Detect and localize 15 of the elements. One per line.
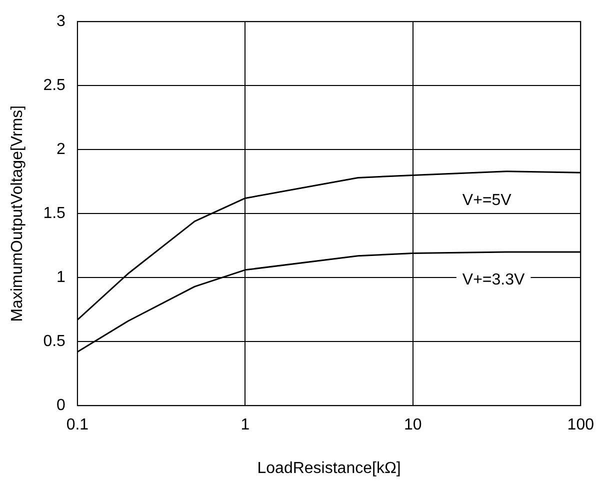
y-tick-label: 0.5: [43, 333, 66, 350]
y-tick-label: 2.5: [43, 77, 66, 94]
y-tick-label: 1.5: [43, 205, 66, 222]
y-tick-label: 0: [56, 397, 66, 414]
y-tick-label: 2: [56, 141, 66, 158]
x-axis-title: LoadResistance[kΩ]: [257, 460, 401, 477]
x-tick-label: 1: [240, 416, 250, 434]
x-tick-label: 0.1: [66, 416, 89, 434]
y-tick-label: 1: [56, 269, 66, 286]
series-label: V+=3.3V: [462, 271, 525, 288]
y-tick-label: 3: [56, 13, 66, 30]
x-tick-label: 10: [404, 416, 422, 434]
y-axis-title: MaximumOutputVoltage[Vrms]: [9, 105, 26, 322]
x-tick-label: 100: [567, 416, 594, 434]
series-label: V+=5V: [462, 192, 512, 210]
